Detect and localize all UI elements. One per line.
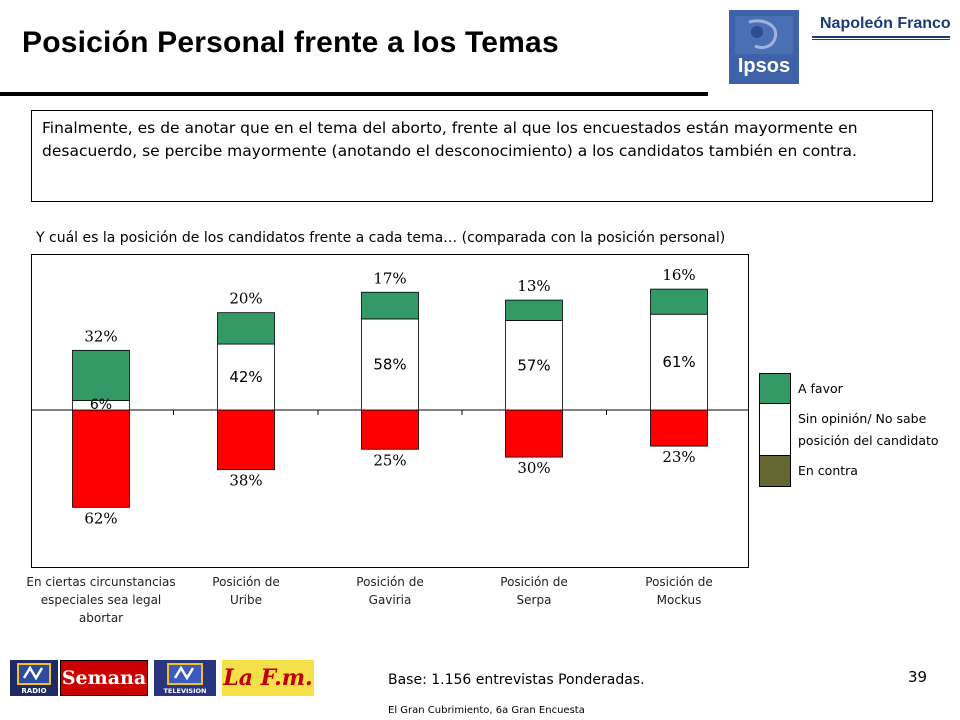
value-label-en-contra: 23%	[662, 448, 695, 466]
value-label-sin-opinion: 58%	[373, 355, 406, 373]
value-label-en-contra: 62%	[84, 509, 117, 527]
value-label-a-favor: 16%	[662, 266, 695, 284]
legend-swatch-a-favor	[759, 373, 791, 405]
rcn-tv-text: TELEVISION	[163, 687, 207, 695]
category-label-line: Serpa	[516, 593, 552, 607]
category-label-line: Posición de	[356, 575, 424, 589]
base-note: Base: 1.156 entrevistas Ponderadas.	[388, 672, 645, 688]
category-label-line: Posición de	[212, 575, 280, 589]
chart-frame	[31, 254, 749, 568]
bar-en-contra	[72, 409, 130, 508]
category-label-line: especiales sea legal	[40, 593, 162, 607]
category-label: En ciertas circunstancias especiales sea …	[6, 573, 196, 627]
legend-label-a-favor: A favor	[798, 381, 843, 396]
semana-logo: Semana	[60, 660, 148, 696]
value-label-a-favor: 20%	[229, 290, 262, 308]
intro-textbox: Finalmente, es de anotar que en el tema …	[31, 110, 933, 202]
category-label-line: Gaviria	[368, 593, 412, 607]
category-label-line: Posición de	[645, 575, 713, 589]
legend-swatch-sin-opinion	[759, 403, 791, 457]
category-label: Posición de Mockus	[584, 573, 774, 609]
napoleon-underline-thin	[812, 39, 950, 40]
legend-label-sin-opinion-2: posición del candidato	[798, 433, 939, 448]
value-label-sin-opinion: 6%	[90, 397, 112, 413]
value-label-sin-opinion: 57%	[517, 356, 550, 374]
category-label: Posición de Serpa	[439, 573, 629, 609]
rcn-tv-logo: TELEVISION	[154, 660, 216, 696]
value-label-a-favor: 13%	[517, 277, 550, 295]
ipsos-logo-text: Ipsos	[737, 55, 791, 77]
source-note: El Gran Cubrimiento, 6a Gran Encuesta	[388, 705, 585, 716]
chart-subtitle: Y cuál es la posición de los candidatos …	[36, 230, 726, 246]
bar-sin-opinion	[650, 313, 708, 411]
rcn-radio-text: RADIO	[21, 687, 47, 695]
rcn-radio-icon	[17, 663, 51, 685]
category-label: Posición de Uribe	[151, 573, 341, 609]
bar-en-contra	[217, 409, 275, 471]
la-fm-logo-text: La F.m.	[223, 665, 313, 691]
bar-sin-opinion	[361, 318, 419, 411]
page-number: 39	[908, 668, 928, 686]
value-label-en-contra: 30%	[517, 459, 550, 477]
ipsos-face-icon	[735, 16, 793, 54]
category-label-line: En ciertas circunstancias	[26, 575, 176, 589]
bar-sin-opinion	[505, 320, 563, 411]
semana-logo-text: Semana	[61, 667, 147, 689]
la-fm-logo: La F.m.	[222, 660, 314, 696]
value-label-sin-opinion: 61%	[662, 353, 695, 371]
category-label-line: Mockus	[656, 593, 702, 607]
bar-en-contra	[505, 409, 563, 458]
bar-a-favor	[650, 288, 708, 315]
ipsos-logo: Ipsos	[729, 10, 799, 84]
category-label: Posición de Gaviria	[295, 573, 485, 609]
value-label-en-contra: 25%	[373, 451, 406, 469]
value-label-en-contra: 38%	[229, 472, 262, 490]
value-label-sin-opinion: 42%	[229, 368, 262, 386]
bar-en-contra	[361, 409, 419, 450]
rcn-radio-logo: RADIO	[10, 660, 58, 696]
category-label-line: Posición de	[500, 575, 568, 589]
bar-en-contra	[650, 409, 708, 447]
legend-label-sin-opinion-1: Sin opinión/ No sabe	[798, 411, 927, 426]
bar-a-favor	[505, 299, 563, 321]
bar-a-favor	[217, 312, 275, 345]
napoleon-franco-logo: Napoleón Franco	[820, 15, 951, 32]
page-title: Posición Personal frente a los Temas	[22, 26, 559, 59]
category-label-line: abortar	[78, 611, 124, 625]
title-divider	[0, 92, 708, 96]
category-label-line: Uribe	[229, 593, 263, 607]
value-label-a-favor: 17%	[373, 269, 406, 287]
bar-a-favor	[72, 349, 130, 401]
napoleon-underline	[812, 36, 950, 38]
rcn-tv-icon	[167, 663, 203, 685]
legend-swatch-en-contra	[759, 455, 791, 487]
value-label-a-favor: 32%	[84, 327, 117, 345]
bar-sin-opinion	[217, 343, 275, 411]
legend-label-en-contra: En contra	[798, 463, 858, 478]
bar-a-favor	[361, 291, 419, 320]
